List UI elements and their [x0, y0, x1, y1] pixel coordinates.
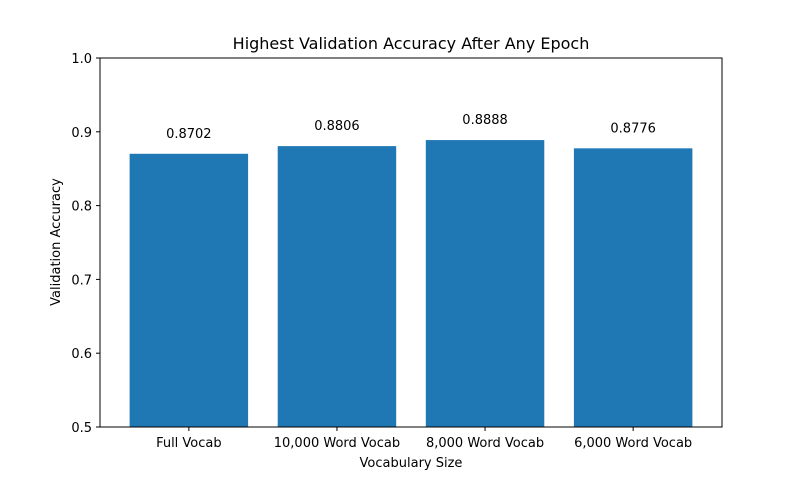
- bar-2: [277, 146, 397, 428]
- y-axis-label: Validation Accuracy: [49, 178, 64, 306]
- x-tick-label-2: 10,000 Word Vocab: [274, 436, 400, 451]
- x-axis-label: Vocabulary Size: [360, 456, 463, 471]
- x-tick-label-3: 8,000 Word Vocab: [426, 436, 544, 451]
- data-label-2: 0.8806: [314, 119, 360, 134]
- plot-frame: [99, 57, 723, 428]
- bar-3: [425, 140, 545, 427]
- data-label-3: 0.8888: [462, 113, 508, 128]
- x-tick-label-1: Full Vocab: [156, 436, 222, 451]
- y-tick-label-3: 0.7: [71, 273, 92, 288]
- y-tick-label-5: 0.9: [71, 126, 92, 141]
- y-tick-label-6: 1.0: [71, 52, 92, 67]
- y-tick-label-2: 0.6: [71, 347, 92, 362]
- data-label-4: 0.8776: [610, 121, 656, 136]
- y-tick-label-4: 0.8: [71, 200, 92, 215]
- bar-4: [573, 148, 693, 427]
- data-label-1: 0.8702: [166, 127, 212, 142]
- y-tick-label-1: 0.5: [71, 421, 92, 436]
- x-tick-label-4: 6,000 Word Vocab: [574, 436, 692, 451]
- chart-title: Highest Validation Accuracy After Any Ep…: [233, 34, 590, 53]
- bar-1: [129, 153, 249, 427]
